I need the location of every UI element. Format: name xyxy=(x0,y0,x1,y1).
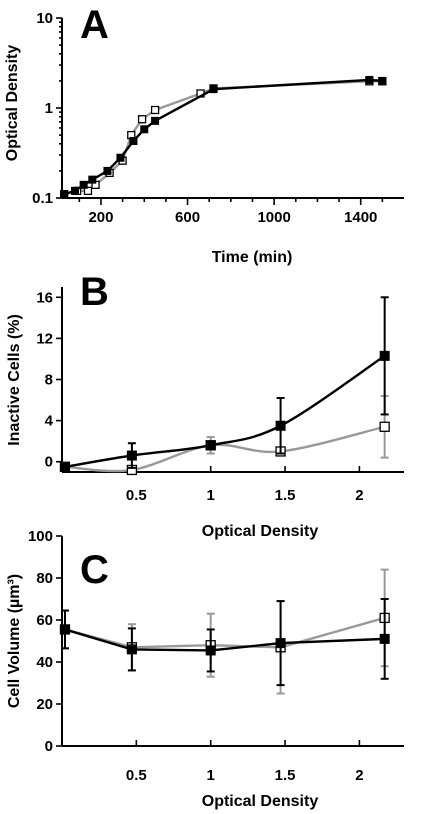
panel-letter-c: C xyxy=(80,548,109,592)
panel-b-data-point xyxy=(275,420,286,431)
panel-b-y-tick-label: 8 xyxy=(45,372,53,389)
panel-a-series-line xyxy=(63,80,383,196)
panel-c-y-tick-label: 20 xyxy=(36,696,53,713)
panel-a-data-point xyxy=(60,190,69,199)
panel-b-series-filled xyxy=(59,296,390,472)
panel-a-y-tick-label: 1 xyxy=(45,100,53,117)
panel-b-y-tick-label: 0 xyxy=(45,454,53,471)
panel-b-x-tick-label: 0.5 xyxy=(126,487,147,504)
panel-c-data-point xyxy=(275,638,286,649)
panel-a: A Optical Density Time (min) 0.1 1 10 200 60… xyxy=(4,3,404,266)
panel-b-x-tick-label: 1.5 xyxy=(275,487,296,504)
panel-a-series-open xyxy=(60,77,387,199)
panel-b-data-point xyxy=(379,421,390,432)
panel-a-data-point xyxy=(140,125,149,134)
panel-c-data-point xyxy=(126,644,137,655)
panel-a-x-tick-label: 600 xyxy=(175,209,200,226)
panel-c-y-tick-label: 60 xyxy=(36,612,53,629)
panel-b-data-point xyxy=(126,450,137,461)
panel-a-series-filled xyxy=(60,75,387,199)
panel-c-series-open xyxy=(59,568,390,695)
panel-a-data-point xyxy=(103,166,112,175)
panel-a-data-point xyxy=(116,153,125,162)
panel-c-y-axis-title: Cell Volume (µm³) xyxy=(6,574,23,708)
panel-a-y-tick-label: 10 xyxy=(36,10,53,27)
panel-a-data-point xyxy=(83,186,93,196)
panel-a-data-point xyxy=(365,75,374,84)
panel-b-x-tick-label: 1 xyxy=(207,487,215,504)
panel-c-series-filled xyxy=(59,598,390,687)
panel-a-y-tick-label: 0.1 xyxy=(32,190,53,207)
panel-b-data-point xyxy=(59,461,70,472)
panel-a-x-axis-title: Time (min) xyxy=(212,249,293,266)
panel-c-x-axis-title: Optical Density xyxy=(202,793,319,810)
panel-a-data-point xyxy=(79,180,88,189)
panel-a-y-axis-title: Optical Density xyxy=(4,45,21,162)
panel-b-data-point xyxy=(379,350,390,361)
panel-c-x-tick-label: 1 xyxy=(207,767,215,784)
panel-b: B Inactive Cells (%) Optical Density 0 4 8… xyxy=(6,270,404,540)
panel-c-data-point xyxy=(59,624,70,635)
panel-b-series-open xyxy=(59,394,390,476)
panel-a-series-line xyxy=(63,78,383,196)
panel-b-y-tick-label: 12 xyxy=(36,330,53,347)
panel-b-data-point xyxy=(205,440,216,451)
panel-a-data-point xyxy=(378,76,387,85)
panel-b-series-line xyxy=(64,354,386,469)
panel-c: C Cell Volume (µm³) Optical Density 0 20 4… xyxy=(6,528,404,810)
panel-c-y-tick-label: 80 xyxy=(36,570,53,587)
panel-b-y-tick-label: 4 xyxy=(45,413,54,430)
panel-a-x-tick-label: 1000 xyxy=(257,209,290,226)
panel-c-x-tick-label: 1.5 xyxy=(275,767,296,784)
panel-a-data-point xyxy=(129,136,138,145)
panel-c-y-tick-label: 40 xyxy=(36,654,53,671)
panel-letter-a: A xyxy=(80,3,109,47)
panel-a-x-tick-label: 1400 xyxy=(344,209,377,226)
panel-a-data-point xyxy=(88,175,97,184)
panel-c-data-point xyxy=(379,633,390,644)
panel-c-x-tick-label: 0.5 xyxy=(126,767,147,784)
panel-b-series-line xyxy=(64,425,385,473)
panel-a-x-tick-label: 200 xyxy=(88,209,113,226)
panel-a-data-point xyxy=(150,105,160,115)
panel-letter-b: B xyxy=(80,270,109,314)
panel-b-x-axis-title: Optical Density xyxy=(202,523,319,540)
panel-c-y-tick-label: 100 xyxy=(28,528,53,545)
panel-b-y-tick-label: 16 xyxy=(36,289,53,306)
panel-a-data-point xyxy=(151,116,160,125)
panel-a-data-point xyxy=(70,186,79,195)
panel-c-y-tick-label: 0 xyxy=(45,738,53,755)
panel-b-y-axis-title: Inactive Cells (%) xyxy=(6,314,23,446)
panel-c-x-tick-label: 2 xyxy=(355,767,363,784)
panel-a-data-point xyxy=(209,85,218,94)
panel-b-x-tick-label: 2 xyxy=(355,487,363,504)
panel-a-data-point xyxy=(137,115,147,124)
panel-c-data-point xyxy=(205,645,216,656)
